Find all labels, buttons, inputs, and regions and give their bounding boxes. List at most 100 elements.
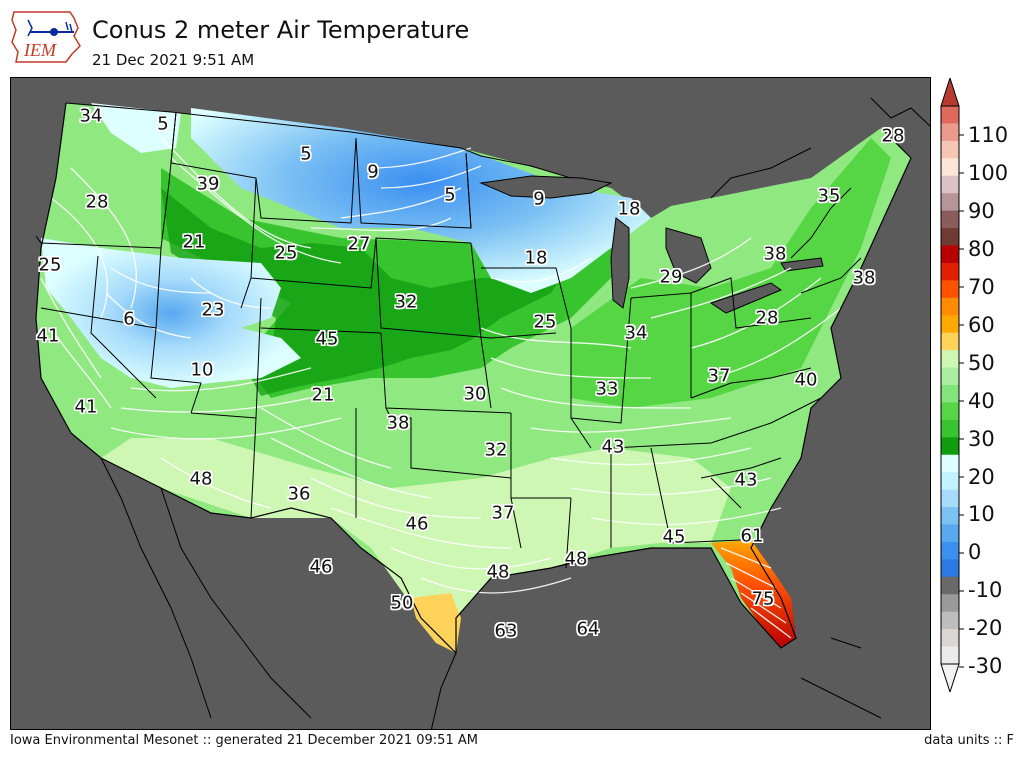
colorbar-swatch: [941, 332, 959, 351]
colorbar-swatch: [941, 350, 959, 369]
temp-label: 25: [38, 254, 62, 276]
colorbar-swatch: [941, 402, 959, 421]
colorbar-swatch: [941, 629, 959, 648]
temp-label: 38: [852, 267, 876, 289]
temp-label: 5: [300, 143, 312, 165]
canada-coast: [710, 97, 930, 199]
colorbar-ramp: [940, 76, 964, 694]
temp-label: 43: [601, 436, 625, 458]
florida-warm: [711, 540, 796, 648]
temp-label: 9: [367, 161, 379, 183]
temp-label: 75: [751, 588, 775, 610]
colorbar-swatch: [941, 437, 959, 456]
colorbar-swatch: [941, 106, 959, 124]
temp-label: 35: [817, 185, 841, 207]
temp-label: 40: [794, 369, 818, 391]
temp-label: 37: [491, 502, 515, 524]
temp-label: 21: [182, 231, 206, 253]
temp-label: 63: [494, 620, 518, 642]
mexico-outline: [100, 457, 457, 729]
colorbar-tick: 10: [968, 502, 995, 526]
colorbar-extend-min: [940, 663, 960, 694]
temp-label: 43: [734, 469, 758, 491]
footer-credit: Iowa Environmental Mesonet :: generated …: [10, 733, 478, 748]
colorbar-swatch: [941, 594, 959, 613]
colorbar-swatch: [941, 280, 959, 299]
green-band-east: [571, 138, 891, 408]
lake-ontario: [780, 257, 824, 272]
coastline: [35, 102, 912, 655]
temp-label: 29: [659, 266, 683, 288]
temp-label: 27: [347, 233, 371, 255]
temp-label: 5: [157, 113, 169, 135]
colorbar-tick: 60: [968, 313, 995, 337]
light-green-south: [101, 438, 731, 653]
temp-label: 6: [123, 308, 135, 330]
colorbar-swatch: [941, 646, 959, 665]
colorbar-tick: -20: [968, 616, 1003, 640]
texas-warm: [411, 593, 461, 653]
green-band-dark: [161, 188, 571, 396]
temp-label: 48: [564, 548, 588, 570]
temp-label: 64: [576, 618, 600, 640]
colorbar-tick: 0: [968, 540, 982, 564]
lake-michigan: [610, 217, 630, 309]
temp-label: 32: [394, 291, 418, 313]
colorbar-swatch: [941, 507, 959, 525]
temp-label: 28: [85, 191, 109, 213]
temp-label: 46: [405, 513, 429, 535]
temp-label: 48: [189, 468, 213, 490]
colorbar-tick: 30: [968, 427, 995, 451]
colorbar-outline: [940, 105, 960, 665]
colorbar-swatch: [941, 367, 959, 386]
temperature-map: 34 5 5 9 28 39 5 9 18 35 28 21 27 25 25 …: [10, 77, 931, 730]
colorbar-swatch: [941, 454, 959, 473]
colorbar-tick: -30: [968, 654, 1003, 678]
temp-label: 36: [287, 483, 311, 505]
colorbar-swatch: [941, 385, 959, 403]
colorbar-swatch: [941, 175, 959, 194]
temp-label: 61: [740, 525, 764, 547]
colorbar-extend-max: [940, 76, 960, 107]
temp-label: 28: [755, 307, 779, 329]
temp-label: 9: [533, 188, 545, 210]
state-boundaries: [35, 102, 862, 569]
cold-pocket-northwest: [91, 103, 181, 153]
temp-label: 50: [390, 592, 414, 614]
temp-label: 41: [36, 325, 60, 347]
temp-label: 21: [311, 384, 335, 406]
cold-pocket-northern-plains: [191, 108, 651, 293]
temp-label: 37: [707, 365, 731, 387]
temp-label: 45: [662, 526, 686, 548]
temp-label: 33: [595, 378, 619, 400]
colorbar-swatch: [941, 559, 959, 578]
colorbar-tick: 40: [968, 389, 995, 413]
temp-label: 38: [386, 412, 410, 434]
colorbar-swatch: [941, 472, 959, 491]
colorbar-swatch: [941, 315, 959, 334]
temp-label: 32: [484, 439, 508, 461]
colorbar-tick: -10: [968, 578, 1003, 602]
colorbar: [938, 76, 1024, 694]
colorbar-swatch: [941, 210, 959, 229]
caribbean-islands: [800, 637, 882, 719]
temp-label: 10: [190, 359, 214, 381]
chart-subtitle: 21 Dec 2021 9:51 AM: [92, 51, 255, 69]
iem-logo: IEM: [8, 6, 86, 68]
lake-erie: [709, 282, 783, 314]
colorbar-tick: 100: [968, 161, 1009, 185]
footer-units: data units :: F: [924, 733, 1014, 748]
temp-label: 39: [196, 173, 220, 195]
temp-label: 34: [624, 322, 648, 344]
chart-title: Conus 2 meter Air Temperature: [92, 16, 470, 44]
temp-label: 38: [763, 243, 787, 265]
lake-huron: [665, 227, 712, 284]
temp-label: 45: [315, 328, 339, 350]
colorbar-tick: 80: [968, 237, 995, 261]
colorbar-swatch: [941, 262, 959, 281]
colorbar-swatch: [941, 140, 959, 159]
colorbar-swatch: [941, 541, 959, 560]
temp-label: 46: [309, 556, 333, 578]
colorbar-swatch: [941, 611, 959, 630]
colorbar-swatch: [941, 419, 959, 438]
